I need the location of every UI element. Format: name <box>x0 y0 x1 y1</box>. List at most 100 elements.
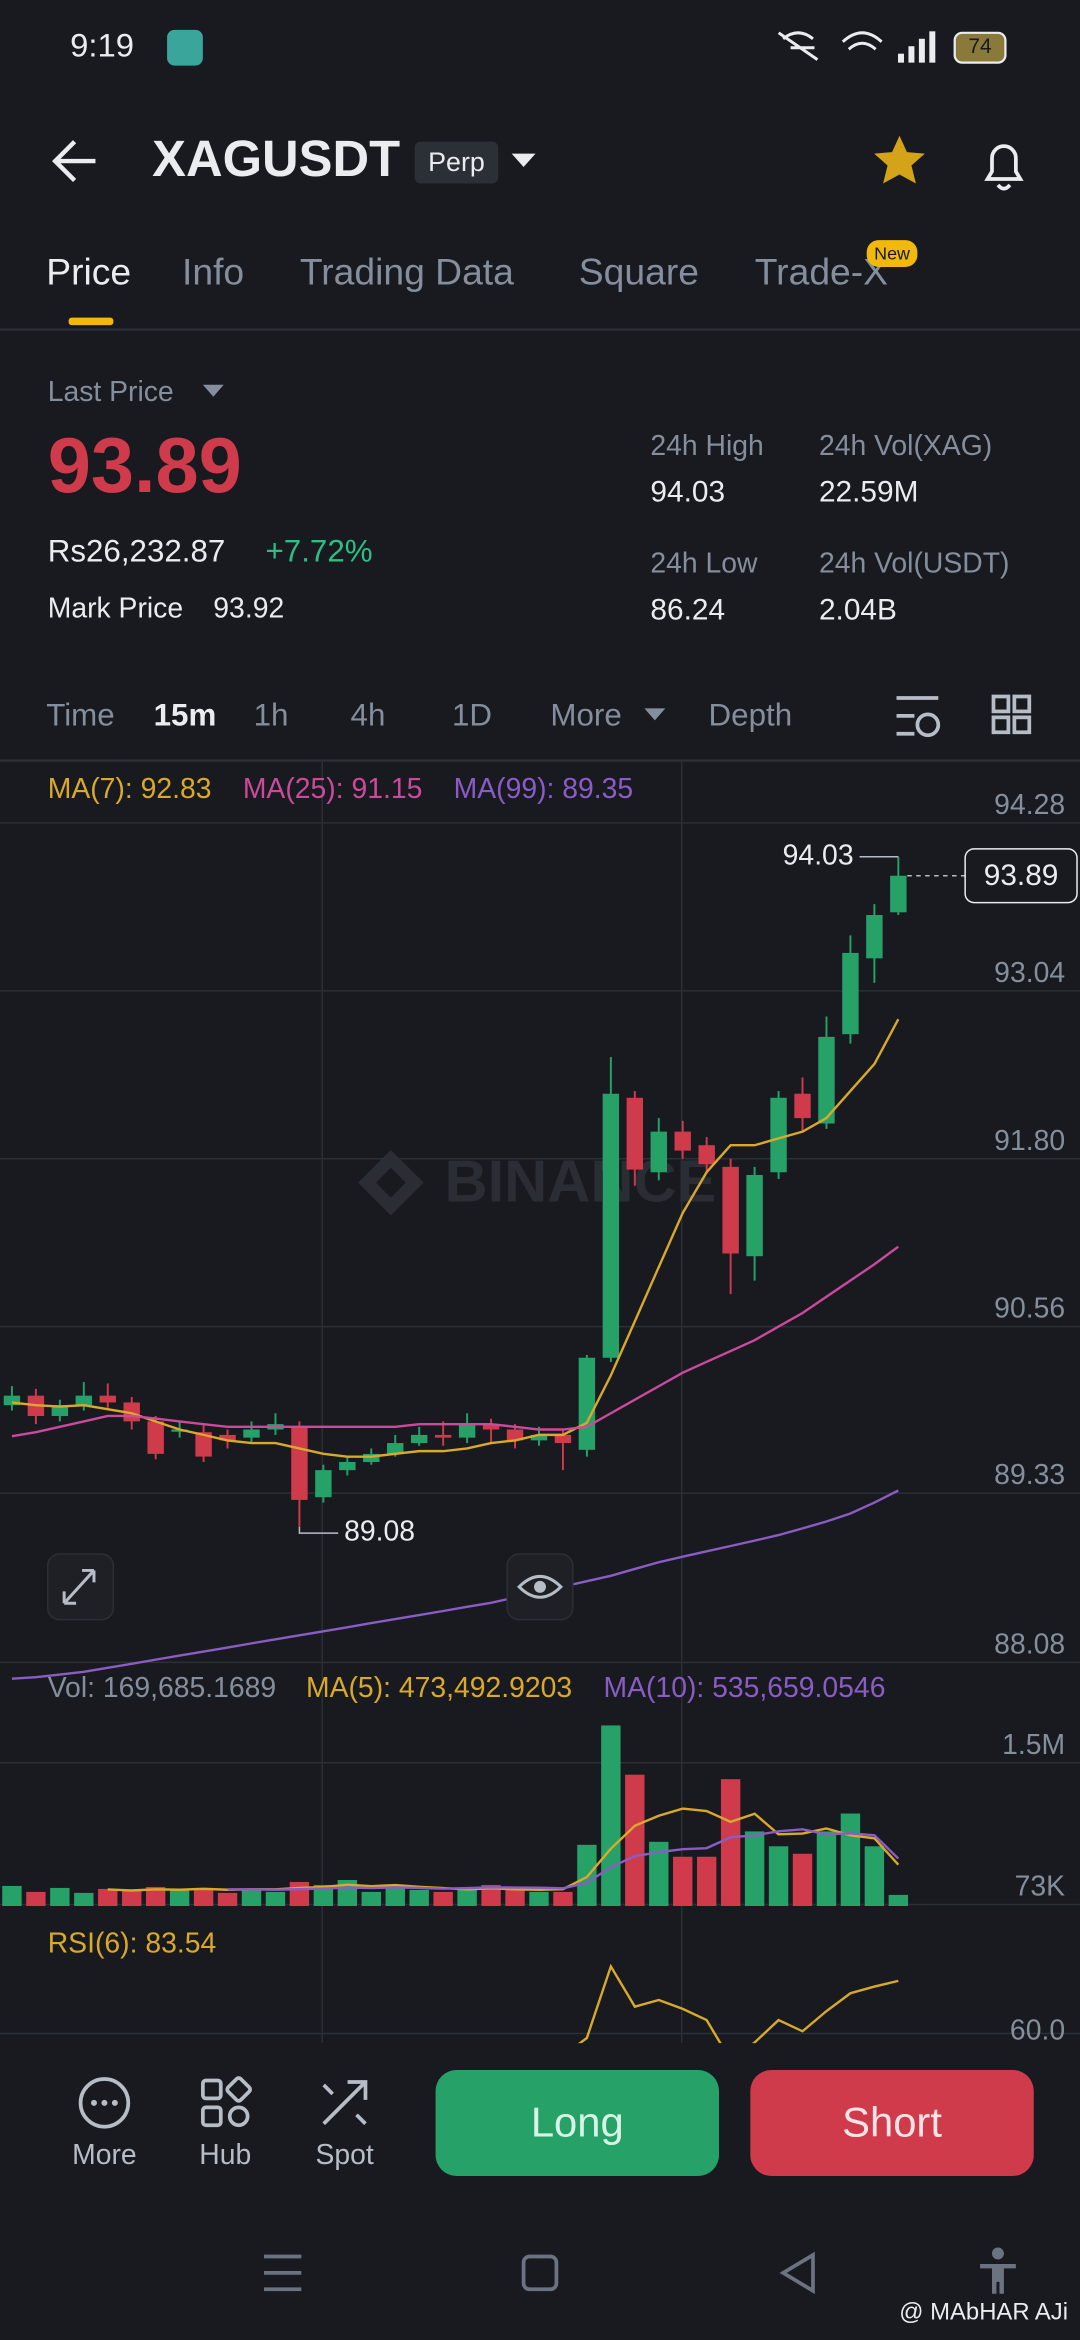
nav-home[interactable] <box>521 2254 559 2292</box>
toolbar-label[interactable]: Hub <box>199 2139 251 2171</box>
app-icon <box>167 29 203 66</box>
indicator-line <box>11 1245 900 1438</box>
candle-body <box>818 1036 835 1124</box>
candle-body <box>363 1453 380 1463</box>
short-label[interactable]: Short <box>842 2098 942 2145</box>
candle-body <box>458 1424 476 1438</box>
volume-bar <box>433 1891 453 1907</box>
favorite-star[interactable] <box>874 135 925 184</box>
stat-value: 22.59M <box>819 476 919 509</box>
volume-bar <box>481 1884 501 1907</box>
interval[interactable]: More <box>550 698 621 733</box>
interval[interactable]: Depth <box>709 698 793 733</box>
new-badge-text: New <box>874 244 910 264</box>
candle-body <box>315 1470 332 1498</box>
volume-bar <box>217 1892 238 1907</box>
short-button[interactable] <box>750 2070 1034 2176</box>
long-button[interactable] <box>435 2070 720 2176</box>
dot <box>90 2099 97 2106</box>
indicator-line <box>227 1828 900 1891</box>
volume-bar <box>457 1888 477 1907</box>
tab[interactable]: Price <box>46 250 131 292</box>
indicator-label: MA(7): 92.83 <box>48 773 212 805</box>
interval[interactable]: 15m <box>154 698 217 733</box>
tab[interactable]: Info <box>182 250 244 292</box>
interval[interactable]: 1h <box>254 698 289 733</box>
signal-icon <box>898 31 936 63</box>
volume-bar <box>2 1885 22 1907</box>
more-icon[interactable] <box>78 2077 131 2129</box>
toolbar-label[interactable]: Spot <box>315 2139 373 2171</box>
stat-label: 24h Low <box>650 548 758 580</box>
volume-bar <box>888 1894 909 1907</box>
stat-value: 86.24 <box>650 593 725 626</box>
watermark: BINANCE <box>445 1147 717 1214</box>
candle-body <box>51 1405 69 1416</box>
candle-body <box>243 1429 260 1438</box>
candle-body <box>794 1093 811 1119</box>
y-tick-label: 1.5M <box>1002 1729 1065 1761</box>
credit-watermark: @ MAbHAR AJi <box>899 2298 1068 2325</box>
last-price: 93.89 <box>48 423 242 509</box>
tab[interactable]: Square <box>579 250 699 292</box>
contract-type: Perp <box>428 147 485 177</box>
hub-icon[interactable] <box>201 2076 252 2128</box>
volume-bar <box>26 1891 46 1907</box>
layout-toggle[interactable] <box>991 694 1032 735</box>
last-price-tag-text: 93.89 <box>984 859 1059 892</box>
indicator-label: MA(10): 535,659.0546 <box>604 1672 886 1704</box>
symbol[interactable]: XAGUSDT <box>152 130 400 187</box>
indicator-label: MA(25): 91.15 <box>243 773 423 805</box>
stat-value: 2.04B <box>819 593 897 626</box>
volume-bar <box>840 1813 861 1907</box>
volume-bar <box>289 1881 310 1907</box>
volume-bar <box>768 1846 789 1907</box>
last-price-dropdown[interactable] <box>202 384 224 397</box>
back-button[interactable] <box>52 140 96 183</box>
nav-accessibility[interactable] <box>980 2247 1016 2294</box>
hub-cell <box>201 2078 223 2101</box>
local-price: Rs26,232.87 <box>48 534 226 569</box>
nav-menu[interactable] <box>264 2254 302 2292</box>
more-dropdown[interactable] <box>644 708 666 721</box>
y-tick-label: 90.56 <box>994 1293 1065 1325</box>
charts: 94.28 93.04 91.80 90.56 89.33 88.08 BINANCE MA(… <box>0 773 1080 2047</box>
candle-body <box>75 1395 93 1406</box>
status-icons <box>777 31 883 61</box>
tab[interactable]: Trading Data <box>300 250 514 292</box>
volume-bar <box>601 1725 621 1907</box>
candle-body <box>674 1131 691 1151</box>
volume-bar <box>122 1890 142 1907</box>
interval[interactable]: 1D <box>452 698 492 733</box>
min-leader <box>298 1526 339 1534</box>
price-change: +7.72% <box>266 534 373 569</box>
y-tick-label: 88.08 <box>994 1628 1065 1660</box>
last-price-label[interactable]: Last Price <box>48 376 174 408</box>
interval[interactable]: 4h <box>351 698 386 733</box>
volume-bar <box>673 1856 693 1907</box>
long-label[interactable]: Long <box>531 2098 624 2145</box>
spot-icon[interactable] <box>322 2080 368 2126</box>
toolbar-label[interactable]: More <box>72 2139 137 2171</box>
candle-body <box>387 1443 404 1454</box>
y-tick-label: 94.28 <box>994 789 1065 821</box>
volume-bar <box>529 1891 549 1907</box>
alert-bell[interactable] <box>984 144 1024 191</box>
volume-bar <box>409 1889 429 1907</box>
hub-cell <box>225 2076 252 2103</box>
candle-body <box>339 1462 356 1471</box>
grid-cell <box>1012 715 1032 735</box>
y-tick-label: 73K <box>1015 1871 1066 1903</box>
candle-body <box>506 1429 524 1441</box>
tab[interactable]: Trade-X <box>755 250 888 292</box>
y-tick-label: 60.0 <box>1010 2015 1065 2047</box>
indicator-settings[interactable] <box>896 696 941 738</box>
interval[interactable]: Time <box>46 698 114 733</box>
candle-body <box>291 1426 308 1500</box>
grid-cell <box>991 715 1011 735</box>
nav-back[interactable] <box>779 2251 815 2295</box>
more-dots <box>90 2099 118 2106</box>
symbol-dropdown[interactable] <box>511 153 536 168</box>
indicator-label: MA(5): 473,492.9203 <box>306 1672 572 1704</box>
